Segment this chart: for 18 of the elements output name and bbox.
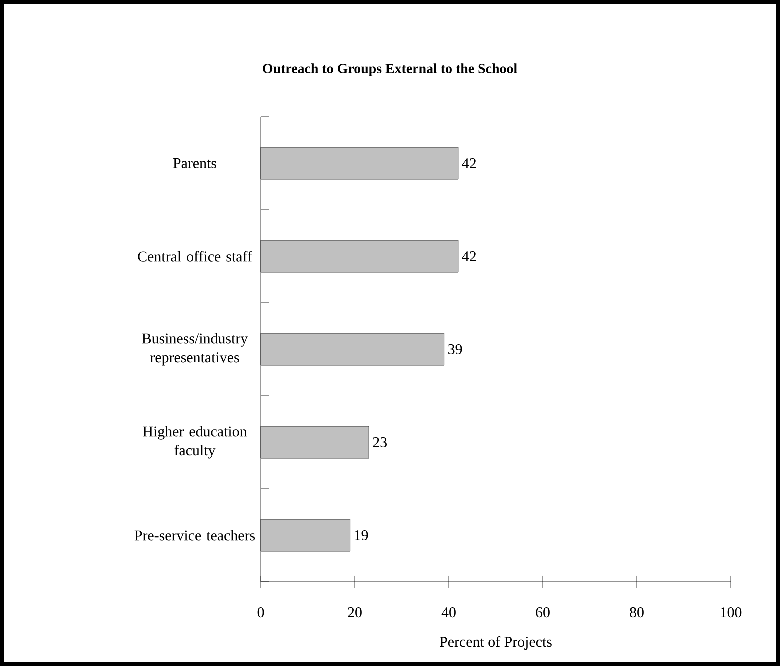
data-label: 42 (462, 252, 476, 262)
data-label: 42 (462, 158, 476, 168)
x-tick-label: 20 (348, 608, 362, 618)
chart-title: Outreach to Groups External to the School (263, 64, 518, 76)
data-label: 23 (373, 437, 387, 448)
x-axis-title: Percent of Projects (440, 636, 552, 650)
y-tick-label: Parents (173, 158, 216, 168)
data-label: 39 (448, 344, 462, 355)
y-tick-label: Central office staff (138, 251, 252, 262)
data-label: 19 (355, 530, 368, 541)
x-tick-label: 100 (721, 608, 742, 618)
y-tick-label: Pre-service teachers (134, 530, 256, 541)
y-tick-label: Business/industry representatives (142, 333, 248, 366)
x-tick-label: 40 (442, 608, 456, 618)
x-tick-label: 0 (258, 608, 264, 618)
y-tick-label: Higher education faculty (143, 426, 248, 459)
x-tick-label: 60 (536, 608, 550, 618)
x-tick-label: 80 (630, 608, 644, 618)
